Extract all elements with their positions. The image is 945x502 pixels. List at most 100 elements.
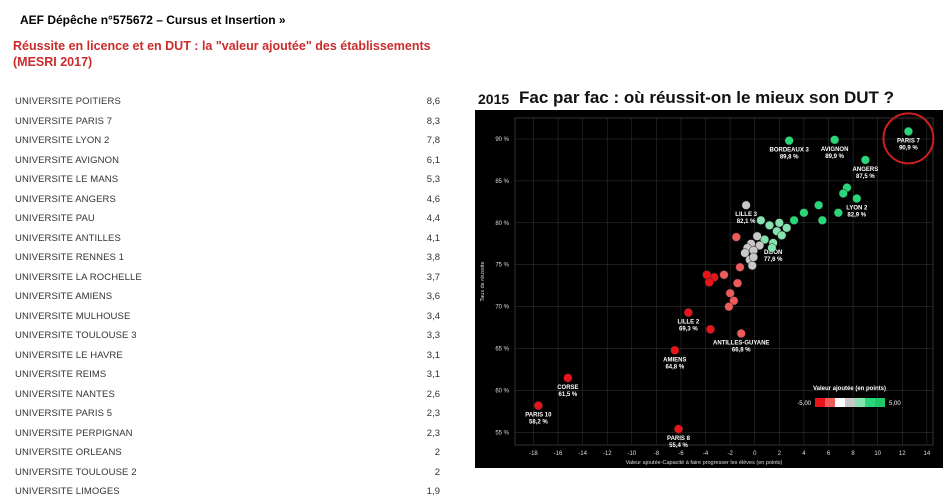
point-label: LILLE 3: [735, 212, 757, 218]
ranking-name: UNIVERSITE PERPIGNAN: [15, 427, 133, 439]
ranking-row: UNIVERSITE PARIS 7 8,3: [15, 112, 440, 132]
x-tick-label: -16: [554, 451, 563, 457]
ranking-name: UNIVERSITE TOULOUSE 2: [15, 466, 137, 478]
ranking-row: UNIVERSITE LIMOGES 1,9: [15, 482, 440, 502]
data-point: [774, 218, 784, 228]
point-label: ANGERS: [853, 167, 879, 173]
y-axis-label: Taux de réussite: [480, 261, 486, 301]
data-point: [852, 193, 862, 204]
point-value-label: 64,8 %: [665, 364, 684, 370]
ranking-name: UNIVERSITE POITIERS: [15, 96, 121, 107]
ranking-value: 3,1: [426, 349, 440, 361]
ranking-row: UNIVERSITE TOULOUSE 3 3,3: [15, 326, 440, 346]
data-point: [830, 135, 840, 145]
ranking-row: UNIVERSITE LE HAVRE 3,1: [15, 346, 440, 366]
point-value-label: 82,1 %: [737, 219, 756, 225]
point-label: PARIS 10: [525, 413, 552, 419]
ranking-value: 5,3: [426, 174, 440, 185]
point-label: ANTILLES-GUYANE: [713, 340, 769, 346]
ranking-value: 1,9: [426, 486, 440, 497]
y-tick-label: 75 %: [495, 263, 509, 269]
point-value-label: 89,8 %: [780, 155, 799, 161]
x-tick-label: 0: [753, 451, 757, 457]
ranking-row: UNIVERSITE ANGERS 4,6: [15, 190, 440, 210]
ranking-row: UNIVERSITE TOULOUSE 2 2: [15, 463, 440, 483]
data-point: [833, 208, 843, 218]
legend-min-label: -5,00: [797, 401, 811, 407]
ranking-name: UNIVERSITE RENNES 1: [15, 252, 125, 263]
ranking-value: 3,6: [426, 291, 440, 302]
ranking-name: UNIVERSITE LE MANS: [15, 174, 119, 185]
y-tick-label: 90 %: [495, 137, 509, 143]
point-label: AVIGNON: [821, 147, 849, 153]
data-point: [533, 401, 543, 411]
ranking-row: UNIVERSITE ANTILLES 4,1: [15, 229, 440, 249]
legend-swatch: [835, 398, 845, 407]
ranking-name: UNIVERSITE ANGERS: [15, 193, 116, 205]
ranking-value: 3,7: [426, 271, 440, 283]
ranking-value: 2: [434, 447, 440, 458]
ranking-row: UNIVERSITE LYON 2 7,8: [15, 131, 440, 151]
ranking-name: UNIVERSITE ANTILLES: [15, 232, 121, 244]
data-point: [673, 424, 684, 434]
y-tick-label: 70 %: [495, 305, 509, 311]
point-value-label: 87,5 %: [856, 174, 875, 180]
ranking-value: 4,6: [426, 193, 440, 205]
plot-frame: [514, 117, 934, 446]
x-tick-label: -2: [727, 451, 733, 457]
data-point: [683, 307, 693, 318]
ranking-name: UNIVERSITE PARIS 7: [15, 115, 113, 127]
point-label: BORDEAUX 3: [769, 148, 809, 154]
point-value-label: 58,2 %: [529, 420, 548, 426]
data-point: [740, 248, 750, 258]
x-tick-label: 8: [851, 451, 855, 457]
point-value-label: 89,9 %: [825, 154, 844, 160]
chart-title: Fac par fac : où réussit-on le mieux son…: [519, 88, 895, 107]
ranking-name: UNIVERSITE PAU: [15, 213, 95, 224]
point-value-label: 55,4 %: [669, 443, 688, 449]
ranking-value: 6,1: [426, 154, 440, 166]
ranking-name: UNIVERSITE LA ROCHELLE: [15, 271, 142, 283]
ranking-name: UNIVERSITE REIMS: [15, 369, 107, 380]
data-point: [732, 278, 743, 288]
x-tick-label: 14: [924, 451, 931, 457]
chart-year: 2015: [478, 91, 510, 107]
point-label: PARIS 7: [897, 138, 921, 144]
x-tick-label: -6: [678, 451, 684, 457]
point-label: PARIS 8: [667, 436, 691, 442]
ranking-name: UNIVERSITE TOULOUSE 3: [15, 330, 137, 341]
data-point: [705, 324, 716, 334]
ranking-name: UNIVERSITE NANTES: [15, 388, 115, 400]
ranking-value: 2,6: [426, 388, 440, 400]
ranking-name: UNIVERSITE LE HAVRE: [15, 349, 123, 361]
x-tick-label: -10: [627, 451, 636, 457]
data-point: [756, 215, 766, 225]
ranking-row: UNIVERSITE ORLEANS 2: [15, 443, 440, 463]
point-value-label: 82,9 %: [847, 212, 866, 218]
data-point: [704, 277, 714, 287]
data-point: [755, 240, 765, 250]
data-point: [741, 200, 751, 210]
ranking-row: UNIVERSITE PERPIGNAN 2,3: [15, 424, 440, 444]
point-label: DIJON: [764, 250, 782, 256]
ranking-row: UNIVERSITE LA ROCHELLE 3,7: [15, 268, 440, 288]
data-point: [752, 231, 762, 241]
x-tick-label: -12: [603, 451, 612, 457]
legend-swatch: [845, 398, 855, 407]
x-axis-label: Valeur ajoutée-Capacité à faire progress…: [626, 460, 783, 466]
x-tick-label: 2: [778, 451, 782, 457]
data-point: [760, 235, 770, 245]
ranking-value: 4,4: [426, 213, 440, 224]
ranking-name: UNIVERSITE LIMOGES: [15, 486, 120, 497]
ranking-name: UNIVERSITE AVIGNON: [15, 154, 120, 166]
y-tick-label: 85 %: [495, 179, 509, 185]
data-point: [747, 261, 757, 271]
plot-background: [475, 110, 943, 468]
ranking-name: UNIVERSITE PARIS 5: [15, 408, 113, 419]
ranking-row: UNIVERSITE PARIS 5 2,3: [15, 404, 440, 424]
data-point: [784, 136, 794, 146]
report-subtitle: Réussite en licence et en DUT : la "vale…: [13, 39, 431, 69]
data-point: [563, 373, 573, 383]
ranking-value: 2,3: [426, 408, 440, 419]
ranking-row: UNIVERSITE REIMS 3,1: [15, 365, 440, 385]
